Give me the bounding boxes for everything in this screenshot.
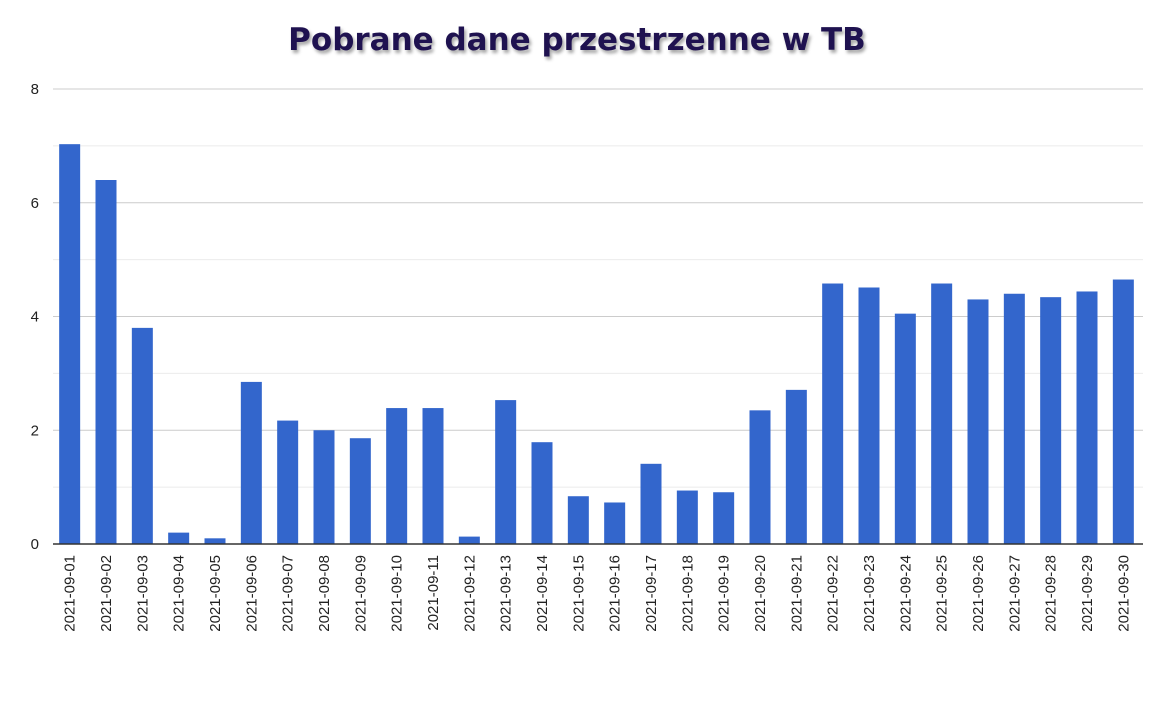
x-tick-label: 2021-09-10 bbox=[389, 555, 406, 632]
y-tick-label: 4 bbox=[31, 309, 39, 326]
y-axis-ticks: 0 2 4 6 8 bbox=[31, 81, 39, 553]
bar bbox=[1040, 297, 1062, 544]
x-tick-label: 2021-09-04 bbox=[171, 555, 188, 632]
bar bbox=[749, 410, 771, 544]
x-tick-label: 2021-09-11 bbox=[425, 555, 442, 631]
bar bbox=[313, 430, 335, 544]
bar bbox=[277, 420, 299, 544]
x-tick-label: 2021-09-09 bbox=[352, 555, 369, 632]
bar bbox=[458, 536, 480, 544]
bar bbox=[422, 408, 444, 544]
bar bbox=[59, 144, 81, 544]
bar bbox=[204, 538, 226, 544]
bar bbox=[349, 438, 371, 544]
bar bbox=[386, 408, 408, 544]
x-tick-label: 2021-09-22 bbox=[825, 555, 842, 632]
x-tick-label: 2021-09-06 bbox=[243, 555, 260, 632]
x-tick-label: 2021-09-03 bbox=[134, 555, 151, 632]
bar bbox=[131, 327, 153, 544]
chart-title: Pobrane dane przestrzenne w TB bbox=[288, 22, 866, 58]
x-tick-label: 2021-09-30 bbox=[1115, 555, 1132, 632]
x-tick-label: 2021-09-12 bbox=[461, 555, 478, 632]
x-tick-label: 2021-09-21 bbox=[788, 555, 805, 632]
y-tick-label: 6 bbox=[31, 195, 39, 212]
x-axis-ticks: 2021-09-01 2021-09-02 2021-09-03 2021-09-04… bbox=[62, 555, 1133, 632]
bar bbox=[604, 502, 626, 544]
x-tick-label: 2021-09-28 bbox=[1043, 555, 1060, 632]
x-tick-label: 2021-09-14 bbox=[534, 555, 551, 632]
bar bbox=[931, 283, 953, 544]
bar bbox=[1112, 279, 1134, 544]
bar bbox=[967, 299, 989, 544]
x-tick-label: 2021-09-05 bbox=[207, 555, 224, 632]
x-tick-label: 2021-09-25 bbox=[934, 555, 951, 632]
x-tick-label: 2021-09-15 bbox=[570, 555, 587, 632]
x-tick-label: 2021-09-02 bbox=[98, 555, 115, 632]
bar bbox=[1003, 293, 1025, 544]
bar bbox=[1076, 291, 1098, 544]
x-tick-label: 2021-09-27 bbox=[1006, 555, 1023, 632]
bar bbox=[168, 532, 190, 544]
x-tick-label: 2021-09-16 bbox=[607, 555, 624, 632]
gridlines bbox=[53, 88, 1143, 488]
x-tick-label: 2021-09-17 bbox=[643, 555, 660, 632]
x-tick-label: 2021-09-19 bbox=[716, 555, 733, 632]
x-tick-label: 2021-09-23 bbox=[861, 555, 878, 632]
bar bbox=[531, 442, 553, 544]
y-tick-label: 0 bbox=[31, 536, 39, 553]
x-tick-label: 2021-09-08 bbox=[316, 555, 333, 632]
bar bbox=[894, 313, 916, 544]
x-tick-label: 2021-09-29 bbox=[1079, 555, 1096, 632]
bar bbox=[95, 180, 117, 544]
bar bbox=[858, 287, 880, 544]
x-tick-label: 2021-09-26 bbox=[970, 555, 987, 632]
y-tick-label: 2 bbox=[31, 422, 39, 439]
x-tick-label: 2021-09-07 bbox=[280, 555, 297, 632]
x-tick-label: 2021-09-20 bbox=[752, 555, 769, 632]
x-tick-label: 2021-09-01 bbox=[62, 555, 79, 632]
bar bbox=[713, 492, 735, 544]
x-tick-label: 2021-09-13 bbox=[498, 555, 515, 632]
bar bbox=[567, 496, 589, 544]
bar bbox=[822, 283, 844, 544]
y-tick-label: 8 bbox=[31, 81, 39, 98]
bar bbox=[640, 463, 662, 544]
bar bbox=[676, 490, 698, 544]
bar bbox=[495, 400, 517, 544]
x-tick-label: 2021-09-24 bbox=[897, 555, 914, 632]
x-tick-label: 2021-09-18 bbox=[679, 555, 696, 632]
bars bbox=[59, 144, 1134, 544]
bar bbox=[240, 381, 262, 544]
bar bbox=[785, 389, 807, 544]
